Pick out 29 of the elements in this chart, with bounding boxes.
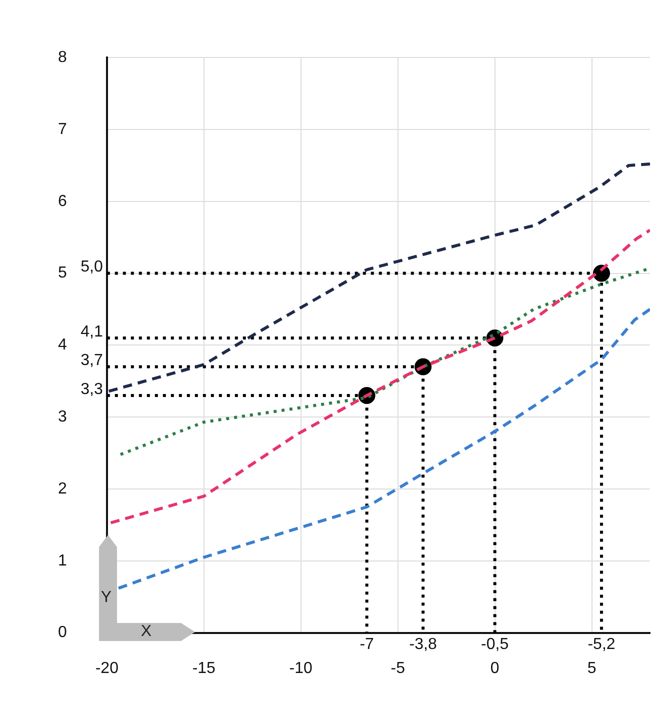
x-tick-label: 5: [587, 660, 596, 677]
annotation: -3,8: [409, 636, 437, 654]
annotation: 4,1: [80, 323, 103, 340]
annotation: 5,0: [80, 258, 103, 276]
line-series: [107, 162, 650, 393]
x-tick-label: -5: [390, 660, 406, 677]
line-series: [117, 308, 650, 590]
annotation: 3,3: [80, 380, 103, 398]
y-tick-label: 0: [58, 624, 67, 642]
y-tick-label: 3: [58, 408, 67, 426]
y-axis-title: Y: [100, 588, 112, 607]
x-tick-label: 0: [490, 660, 500, 677]
x-tick-label: -10: [289, 660, 313, 677]
annotation: 3,7: [80, 352, 103, 370]
x-tick-label: -20: [95, 660, 119, 677]
x-tick-label: -15: [192, 660, 216, 677]
annotation: -7: [360, 636, 374, 654]
y-tick-label: 7: [58, 120, 67, 138]
x-axis-title: X: [140, 622, 152, 641]
annotation: -0,5: [481, 636, 509, 654]
y-tick-label: 4: [58, 336, 67, 354]
y-tick-label: 1: [58, 552, 67, 570]
line-series: [109, 228, 650, 524]
y-tick-label: 8: [58, 49, 67, 66]
y-tick-label: 6: [58, 192, 67, 210]
line-series: [118, 266, 650, 456]
y-tick-label: 2: [58, 480, 67, 498]
y-tick-label: 5: [58, 264, 67, 282]
annotation: -5,2: [588, 636, 616, 654]
